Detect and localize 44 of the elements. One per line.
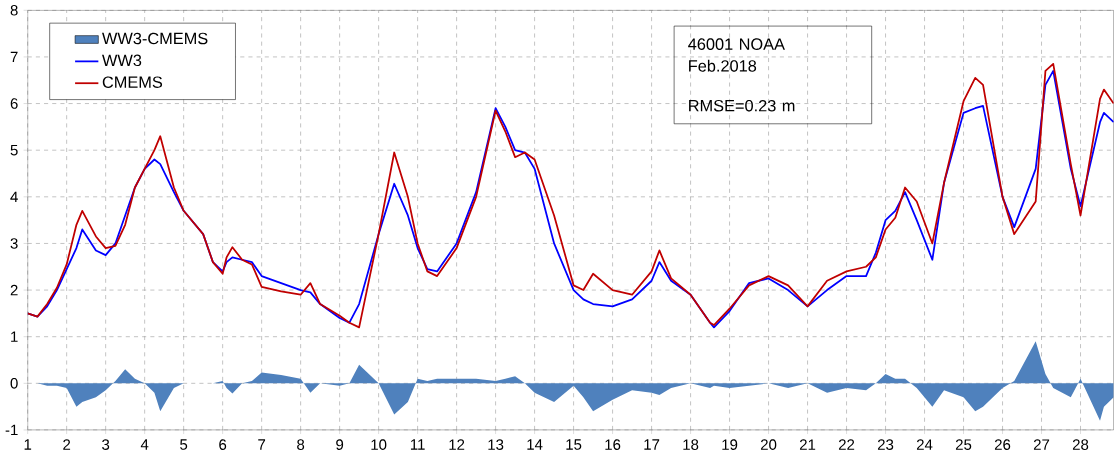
y-tick-label: -1 <box>5 424 18 436</box>
x-tick-label: 6 <box>219 439 227 450</box>
annotation: RMSE=0.23 m <box>689 99 795 112</box>
legend-label: CMEMS <box>102 76 163 88</box>
y-tick-label: 1 <box>11 331 18 342</box>
y-tick-label: 6 <box>10 98 18 109</box>
x-tick-label: 12 <box>449 439 465 450</box>
x-tick-label: 28 <box>1072 439 1089 450</box>
x-tick-label: 14 <box>527 439 543 450</box>
y-tick-label: 4 <box>10 191 18 202</box>
x-tick-label: 1 <box>24 439 32 450</box>
y-tick-label: 7 <box>10 51 18 63</box>
x-tick-label: 18 <box>683 439 699 450</box>
x-tick-label: 26 <box>994 439 1011 450</box>
y-tick-label: 8 <box>10 5 18 16</box>
x-tick-label: 25 <box>955 439 972 450</box>
x-tick-label: 22 <box>838 439 855 450</box>
x-tick-label: 21 <box>799 439 816 450</box>
x-tick-label: 8 <box>297 439 305 450</box>
x-tick-label: 16 <box>605 439 621 450</box>
x-tick-label: 5 <box>180 439 188 450</box>
x-tick-label: 24 <box>916 439 933 450</box>
annotation: 46001 NOAA <box>688 38 785 50</box>
annotation: Feb.2018 <box>689 59 757 72</box>
x-tick-label: 7 <box>258 439 266 450</box>
legend-label: WW3 <box>102 54 142 67</box>
legend-label: WW3-CMEMS <box>102 32 208 45</box>
x-tick-label: 9 <box>336 439 344 450</box>
y-tick-label: 3 <box>10 238 18 249</box>
x-tick-label: 3 <box>102 439 110 450</box>
x-tick-label: 4 <box>140 439 149 450</box>
x-tick-label: 27 <box>1033 439 1050 450</box>
y-tick-label: 0 <box>10 378 18 389</box>
x-tick-label: 13 <box>488 439 504 450</box>
x-tick-label: 2 <box>63 439 71 450</box>
x-tick-label: 20 <box>760 439 777 450</box>
y-tick-label: 2 <box>10 284 18 296</box>
y-tick-label: 5 <box>10 145 18 156</box>
x-tick-label: 11 <box>410 439 425 450</box>
x-tick-label: 10 <box>371 439 387 450</box>
x-tick-label: 19 <box>722 439 738 450</box>
x-tick-label: 23 <box>877 439 894 450</box>
x-tick-label: 17 <box>644 439 660 450</box>
x-tick-label: 15 <box>566 439 582 450</box>
